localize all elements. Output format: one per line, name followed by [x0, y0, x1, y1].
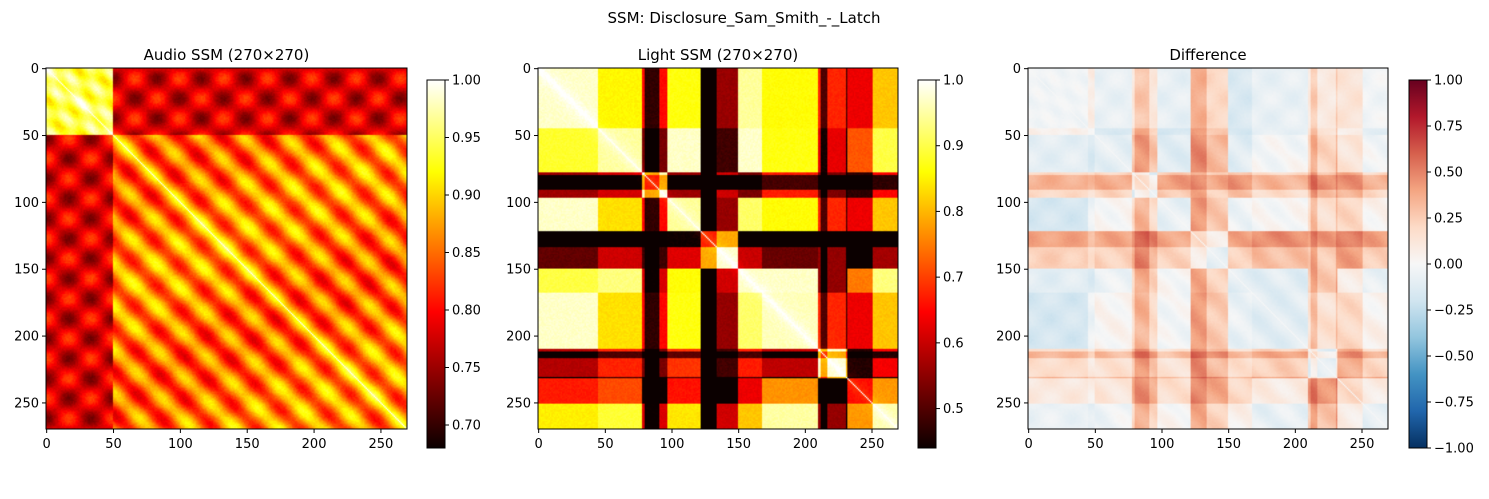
heatmap-image	[46, 68, 407, 429]
y-tick-label: 250	[14, 396, 39, 411]
colorbar-tick-label: −0.50	[1434, 350, 1474, 365]
x-tick-label: 0	[535, 437, 543, 452]
heatmap-image	[538, 68, 898, 429]
colorbar-tick-label: 0.8	[943, 205, 964, 220]
x-tick-label: 50	[1087, 437, 1104, 452]
panel-audio-ssm: Audio SSM (270×270) 0 50 100 150 200 250 0 50 1…	[14, 46, 481, 452]
colorbar-tick-label: 0.70	[452, 419, 481, 434]
x-tick-label: 0	[43, 437, 51, 452]
x-tick-label: 100	[660, 437, 685, 452]
colorbar-ticks: 0.5 0.6 0.7 0.8 0.9 1.0	[936, 74, 964, 417]
y-tick-label: 250	[996, 396, 1021, 411]
axes-frame	[45, 67, 408, 430]
x-tick-label: 150	[235, 437, 260, 452]
x-tick-label: 150	[726, 437, 751, 452]
y-tick-label: 0	[523, 62, 531, 77]
colorbar-tick-label: 0.6	[943, 336, 964, 351]
x-ticks: 0 50 100 150 200 250	[535, 429, 885, 452]
axes-frame	[1027, 67, 1389, 430]
colorbar-frame	[917, 79, 937, 449]
y-tick-label: 150	[14, 263, 39, 278]
colorbar	[427, 80, 445, 448]
x-tick-label: 250	[1350, 437, 1375, 452]
x-tick-label: 250	[860, 437, 885, 452]
axes-frame	[537, 67, 899, 430]
x-tick-label: 250	[369, 437, 394, 452]
panel-title: Difference	[1169, 46, 1246, 64]
y-ticks: 0 50 100 150 200 250	[506, 62, 538, 411]
x-tick-label: 50	[597, 437, 614, 452]
colorbar-tick-label: 0.25	[1434, 212, 1463, 227]
y-tick-label: 150	[506, 263, 531, 278]
y-tick-label: 50	[514, 129, 531, 144]
colorbar-tick-label: 1.0	[943, 74, 964, 89]
x-tick-label: 100	[1150, 437, 1175, 452]
x-tick-label: 50	[105, 437, 122, 452]
heatmap-image	[1028, 68, 1388, 429]
y-tick-label: 100	[996, 196, 1021, 211]
colorbar-tick-label: 0.80	[452, 304, 481, 319]
y-tick-label: 200	[14, 330, 39, 345]
colorbar-frame	[426, 79, 446, 449]
colorbar-tick-label: −1.00	[1434, 442, 1474, 457]
colorbar-tick-label: 0.85	[452, 246, 481, 261]
panel-title: Audio SSM (270×270)	[144, 46, 310, 64]
panel-difference: Difference 0 50 100 150 200 250 0 50 100 150 200 2…	[996, 46, 1474, 457]
colorbar-tick-label: 0.50	[1434, 166, 1463, 181]
colorbar-tick-label: 0.95	[452, 131, 481, 146]
y-tick-label: 0	[1013, 62, 1021, 77]
colorbar-tick-label: −0.75	[1434, 396, 1474, 411]
y-tick-label: 50	[1004, 129, 1021, 144]
y-ticks: 0 50 100 150 200 250	[14, 62, 46, 411]
y-tick-label: 150	[996, 263, 1021, 278]
x-tick-label: 200	[302, 437, 327, 452]
x-ticks: 0 50 100 150 200 250	[1025, 429, 1375, 452]
colorbar-tick-label: 0.7	[943, 271, 964, 286]
x-tick-label: 200	[793, 437, 818, 452]
colorbar-tick-label: 1.00	[1434, 74, 1463, 89]
x-tick-label: 200	[1283, 437, 1308, 452]
y-tick-label: 0	[31, 62, 39, 77]
colorbar-tick-label: 1.00	[452, 74, 481, 89]
x-tick-label: 0	[1025, 437, 1033, 452]
figure-suptitle: SSM: Disclosure_Sam_Smith_-_Latch	[608, 9, 881, 28]
y-tick-label: 50	[22, 129, 39, 144]
y-tick-label: 250	[506, 396, 531, 411]
colorbar-tick-label: 0.75	[1434, 120, 1463, 135]
y-ticks: 0 50 100 150 200 250	[996, 62, 1028, 411]
colorbar-tick-label: −0.25	[1434, 304, 1474, 319]
y-tick-label: 100	[14, 196, 39, 211]
colorbar-tick-label: 0.9	[943, 139, 964, 154]
y-tick-label: 200	[996, 330, 1021, 345]
panel-light-ssm: Light SSM (270×270) 0 50 100 150 200 250 0 50 1…	[506, 46, 964, 452]
colorbar	[1409, 80, 1427, 448]
y-tick-label: 200	[506, 330, 531, 345]
colorbar	[918, 80, 936, 448]
colorbar-tick-label: 0.90	[452, 189, 481, 204]
colorbar-tick-label: 0.00	[1434, 258, 1463, 273]
x-tick-label: 150	[1216, 437, 1241, 452]
y-tick-label: 100	[506, 196, 531, 211]
x-ticks: 0 50 100 150 200 250	[43, 429, 394, 452]
colorbar-ticks: 1.00 0.75 0.50 0.25 0.00 −0.25 −0.50 −0.75 −1.00	[1427, 74, 1474, 457]
colorbar-ticks: 0.70 0.75 0.80 0.85 0.90 0.95 1.00	[445, 74, 481, 434]
colorbar-tick-label: 0.75	[452, 361, 481, 376]
x-tick-label: 100	[168, 437, 193, 452]
colorbar-tick-label: 0.5	[943, 402, 964, 417]
panel-title: Light SSM (270×270)	[638, 46, 799, 64]
